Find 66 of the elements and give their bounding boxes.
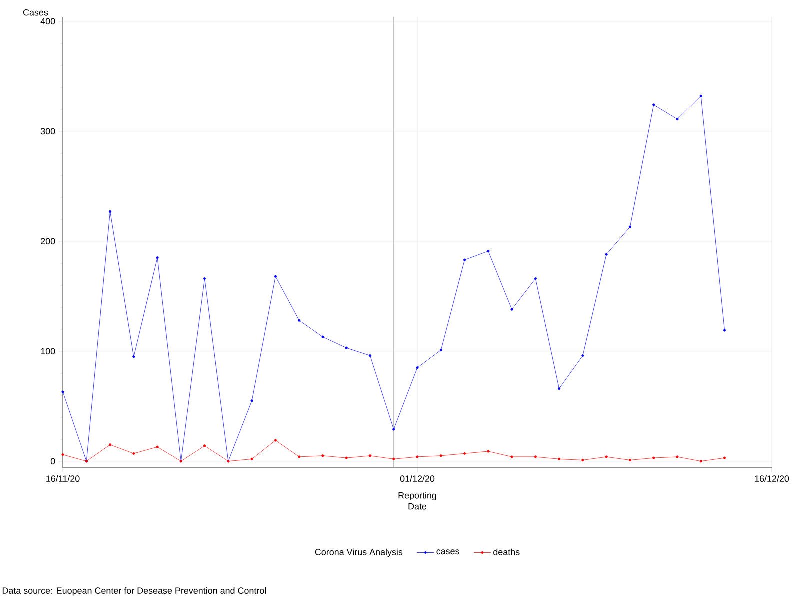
point: [156, 446, 159, 448]
point: [250, 400, 254, 402]
point: [510, 456, 514, 458]
y-tick-label: 100: [41, 348, 56, 355]
point: [628, 226, 632, 228]
point: [392, 458, 396, 460]
point: [368, 354, 372, 358]
point: [676, 118, 679, 121]
point: [628, 458, 632, 462]
point: [723, 329, 726, 332]
point: [416, 456, 419, 458]
source-note: Data source: Euopean Center for Desease Prevention and Control: [2, 587, 266, 596]
point: [392, 428, 396, 431]
point: [652, 104, 656, 106]
point: [62, 390, 64, 394]
legend-label: cases: [436, 550, 460, 555]
point: [204, 277, 206, 280]
x-axis-title: Reporting Date: [398, 492, 436, 510]
y-axis-title: Cases: [23, 9, 48, 16]
legend-label: deaths: [494, 548, 520, 556]
point: [416, 366, 419, 370]
point: [605, 253, 608, 256]
y-tick-label: 0: [50, 458, 56, 465]
point: [62, 453, 64, 456]
point: [440, 454, 442, 458]
point: [132, 452, 136, 455]
point: [676, 456, 679, 458]
point: [582, 354, 584, 358]
y-tick-label: 200: [41, 238, 56, 245]
point: [558, 387, 561, 390]
x-tick-label: 16/12/20: [755, 475, 790, 482]
point: [510, 308, 514, 311]
point: [487, 250, 490, 253]
legend-title: Corona Virus Analysis: [315, 548, 403, 558]
point: [250, 458, 254, 460]
point: [700, 460, 702, 463]
x-tick-label: 01/12/20: [400, 475, 435, 482]
point: [487, 450, 490, 453]
point: [368, 454, 372, 458]
point: [108, 210, 112, 213]
point: [204, 444, 206, 448]
point: [156, 256, 159, 260]
point: [723, 456, 726, 460]
point: [463, 258, 466, 262]
point: [132, 356, 136, 358]
point: [322, 336, 324, 338]
point: [440, 348, 442, 352]
point: [298, 319, 301, 322]
point: [345, 456, 348, 460]
y-tick-label: 300: [40, 128, 56, 135]
point: [463, 452, 466, 455]
point: [108, 444, 112, 446]
point: [274, 439, 278, 442]
point: [652, 456, 656, 460]
point: [582, 458, 584, 462]
point: [605, 456, 608, 458]
point: [534, 277, 537, 280]
point: [700, 94, 702, 98]
point: [274, 275, 278, 278]
point: [345, 346, 348, 350]
point: [322, 454, 324, 458]
y-tick-label: 400: [40, 18, 56, 25]
point: [534, 456, 537, 458]
x-tick-label: 16/11/20: [46, 475, 80, 482]
point: [558, 458, 561, 460]
point: [298, 456, 301, 458]
